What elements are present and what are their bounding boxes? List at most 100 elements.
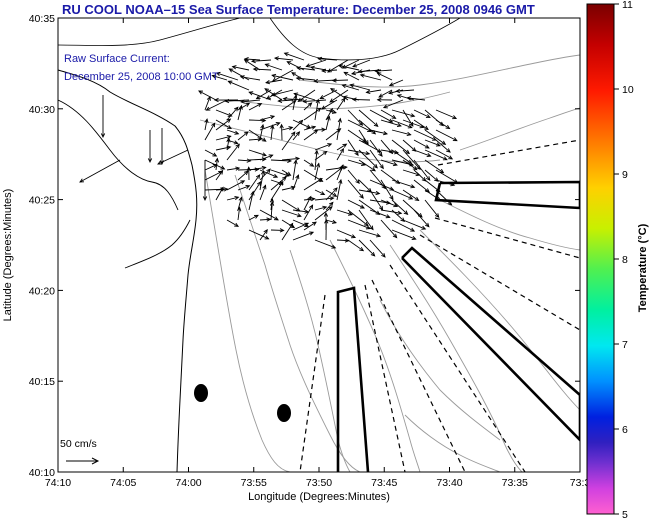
current-vector bbox=[314, 98, 320, 121]
figure-title: RU COOL NOAA–15 Sea Surface Temperature:… bbox=[62, 2, 535, 17]
current-vector bbox=[347, 149, 371, 156]
current-vector bbox=[347, 239, 365, 252]
coastline bbox=[58, 69, 198, 472]
current-vector bbox=[320, 99, 338, 110]
current-vector bbox=[157, 149, 189, 165]
current-vector bbox=[347, 209, 369, 227]
current-vector bbox=[277, 98, 294, 103]
current-vector bbox=[380, 159, 398, 167]
current-vector bbox=[402, 159, 418, 171]
current-vector bbox=[336, 229, 357, 239]
current-vector bbox=[336, 117, 342, 141]
current-vector bbox=[303, 204, 314, 221]
current-vector bbox=[347, 179, 364, 199]
current-vector bbox=[352, 59, 371, 68]
current-vector bbox=[303, 107, 322, 121]
current-vector bbox=[391, 179, 416, 189]
current-vector bbox=[413, 159, 431, 181]
current-vector bbox=[264, 88, 283, 101]
y-tick-label: 40:25 bbox=[29, 195, 55, 207]
current-vector bbox=[270, 169, 290, 177]
current-vector bbox=[147, 130, 153, 164]
current-vector bbox=[239, 75, 261, 81]
current-vector bbox=[396, 94, 415, 101]
x-tick-label: 74:10 bbox=[45, 477, 71, 489]
current-vector bbox=[391, 129, 412, 137]
current-vector bbox=[213, 97, 239, 103]
current-vector bbox=[215, 169, 224, 181]
current-vector bbox=[314, 196, 335, 201]
current-vector bbox=[424, 159, 445, 174]
current-vector bbox=[303, 125, 317, 131]
current-vector bbox=[347, 109, 364, 126]
y-axis-ticks: 40:35 40:30 40:25 40:20 40:15 40:10 bbox=[29, 13, 580, 479]
current-vector bbox=[259, 217, 272, 222]
colorbar-ticks: 11 10 9 8 7 6 5 bbox=[614, 0, 634, 519]
current-vector bbox=[292, 94, 298, 111]
current-vector bbox=[226, 195, 240, 201]
current-vector bbox=[237, 158, 252, 163]
current-vector bbox=[215, 135, 232, 141]
current-vector bbox=[259, 122, 281, 131]
colorbar bbox=[586, 3, 615, 515]
current-vector bbox=[369, 139, 383, 157]
current-vector bbox=[211, 74, 228, 81]
current-vector bbox=[424, 129, 447, 145]
current-vector bbox=[382, 99, 404, 109]
current-vector bbox=[248, 91, 272, 101]
current-vector bbox=[204, 164, 218, 171]
current-vector bbox=[347, 219, 371, 230]
current-vector bbox=[336, 97, 346, 111]
current-vector bbox=[281, 156, 301, 161]
current-vector bbox=[303, 195, 312, 211]
current-vector bbox=[292, 159, 298, 181]
shore-inlet bbox=[58, 99, 179, 211]
land-boundary bbox=[58, 18, 241, 46]
current-vector bbox=[292, 222, 310, 231]
current-vector bbox=[413, 119, 429, 131]
x-tick-label: 73:45 bbox=[371, 477, 397, 489]
colorbar-tick-label: 6 bbox=[622, 424, 628, 436]
x-tick-label: 73:40 bbox=[436, 477, 462, 489]
current-vector bbox=[343, 71, 360, 81]
current-vector bbox=[424, 139, 441, 147]
traffic-lanes bbox=[299, 139, 580, 472]
current-vector bbox=[380, 219, 398, 239]
current-vector bbox=[358, 129, 369, 146]
current-vector bbox=[413, 209, 430, 228]
current-vector bbox=[259, 154, 274, 161]
current-vector bbox=[204, 118, 209, 131]
current-vector bbox=[248, 165, 267, 171]
current-vector bbox=[224, 98, 250, 104]
current-vector bbox=[204, 149, 218, 157]
current-vector bbox=[292, 131, 301, 141]
colorbar-tick-label: 8 bbox=[622, 254, 628, 266]
current-vector bbox=[281, 169, 292, 176]
current-vector bbox=[359, 73, 382, 81]
current-vector bbox=[325, 189, 338, 197]
current-vector bbox=[302, 99, 327, 104]
colorbar-tick-label: 9 bbox=[622, 169, 628, 181]
current-vector bbox=[347, 169, 360, 185]
current-vector bbox=[248, 214, 259, 221]
current-vector bbox=[215, 145, 232, 151]
x-tick-label: 74:00 bbox=[175, 477, 201, 489]
current-vector bbox=[380, 119, 402, 128]
current-vector bbox=[388, 79, 404, 87]
shipping-channels bbox=[336, 180, 580, 472]
marker-blob-2 bbox=[277, 404, 291, 422]
current-vector bbox=[270, 89, 294, 97]
current-vector bbox=[391, 119, 413, 129]
legend-title: Raw Surface Current: bbox=[64, 53, 170, 65]
current-vector bbox=[303, 221, 317, 231]
current-vector bbox=[215, 186, 224, 201]
current-vector bbox=[204, 95, 211, 111]
current-vector bbox=[358, 189, 381, 196]
current-vector bbox=[376, 72, 393, 81]
current-vector bbox=[325, 115, 331, 131]
colorbar-tick-label: 11 bbox=[622, 0, 633, 11]
y-tick-label: 40:10 bbox=[29, 467, 55, 479]
current-vector bbox=[424, 179, 441, 193]
current-vector bbox=[358, 149, 378, 169]
current-vector bbox=[331, 78, 349, 83]
